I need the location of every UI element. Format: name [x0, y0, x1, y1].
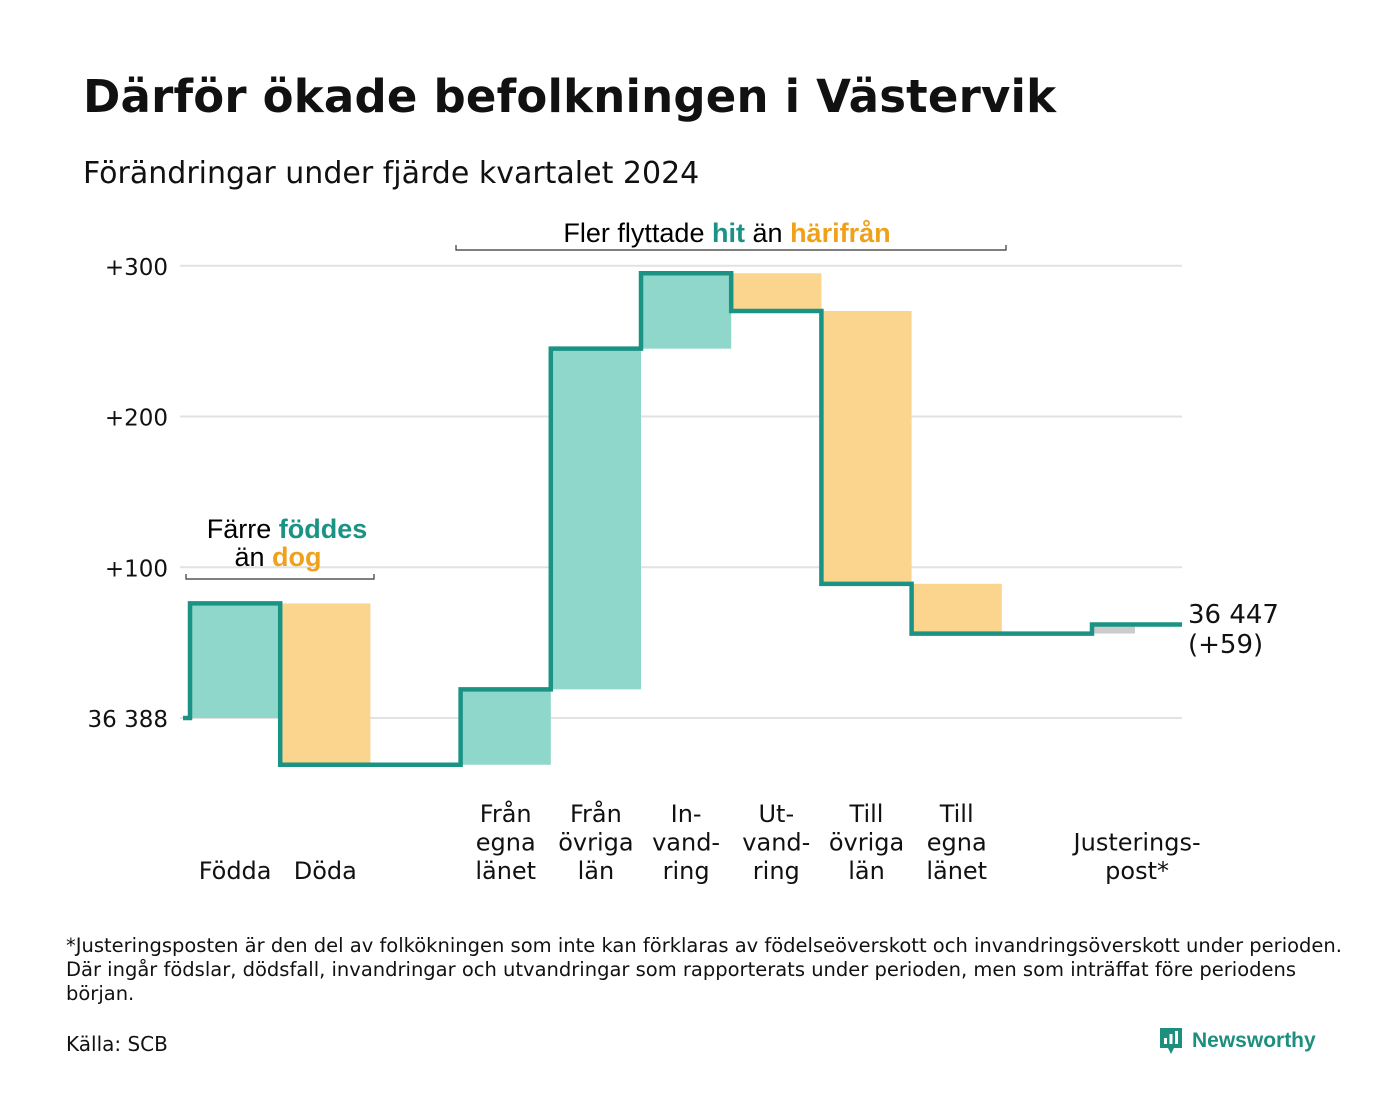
births-annotation: Färre föddes än dog: [185, 514, 375, 580]
bar-increase: [550, 348, 641, 690]
migration-annotation-text: än: [753, 218, 783, 248]
bar-increase: [641, 273, 732, 349]
y-tick-label: +300: [105, 255, 168, 281]
category-label: ring: [663, 857, 710, 885]
births-annotation-text: än: [234, 542, 264, 572]
category-label: län: [578, 857, 615, 885]
category-label: vand-: [652, 829, 720, 857]
category-label: vand-: [742, 829, 810, 857]
bars: [190, 273, 1135, 765]
newsworthy-logo-icon: [1160, 1028, 1182, 1054]
svg-text:Färre föddes: Färre föddes: [207, 514, 368, 544]
y-tick-label: +200: [105, 406, 168, 432]
migration-annotation-highlight: hit: [712, 218, 745, 248]
bar-decrease: [731, 273, 822, 311]
category-label: länet: [475, 857, 536, 885]
bar-adjustment: [1093, 624, 1135, 634]
migration-annotation: Fler flyttade hit än härifrån: [455, 218, 1007, 251]
svg-text:än dog: än dog: [234, 542, 321, 572]
category-label: egna: [476, 829, 536, 857]
migration-annotation-highlight: härifrån: [790, 218, 891, 248]
end-change-label: (+59): [1188, 630, 1263, 660]
category-label: Från: [570, 799, 622, 828]
bar-increase: [190, 603, 281, 718]
brand-name: Newsworthy: [1192, 1029, 1316, 1052]
births-annotation-bracket: [185, 574, 375, 580]
bar-decrease: [821, 310, 912, 584]
category-label: Döda: [294, 857, 357, 885]
category-label: egna: [927, 829, 987, 857]
source-note: Källa: SCB: [66, 1032, 168, 1056]
category-label: Justerings-: [1072, 829, 1201, 857]
footnote: *Justeringsposten är den del av folkökni…: [66, 934, 1342, 1005]
cumulative-step-line: [183, 271, 1182, 767]
step-line: [183, 271, 1182, 767]
category-label: län: [848, 857, 885, 885]
y-tick-label: 36 388: [88, 707, 168, 733]
chart-subtitle: Förändringar under fjärde kvartalet 2024: [83, 156, 700, 191]
bar-decrease: [280, 603, 371, 765]
births-annotation-text: Färre: [207, 514, 272, 544]
category-label: Från: [480, 799, 532, 828]
category-label: Till: [939, 800, 974, 828]
svg-text:Fler flyttade hit: Fler flyttade hit än härifrån: [563, 218, 890, 248]
category-label: ring: [753, 857, 800, 885]
bar-increase: [460, 689, 551, 765]
migration-annotation-text: Fler flyttade: [563, 218, 704, 248]
category-label: övriga: [558, 829, 633, 857]
brand-logo: Newsworthy: [1158, 1026, 1316, 1056]
births-annotation-highlight: dog: [272, 542, 321, 572]
category-label: Ut-: [758, 800, 794, 828]
category-label: övriga: [829, 829, 904, 857]
y-tick-label: +100: [105, 556, 168, 582]
end-value-label: 36 447: [1188, 600, 1279, 630]
category-label: länet: [926, 857, 987, 885]
migration-annotation-bracket: [455, 245, 1007, 251]
category-label: post*: [1105, 857, 1169, 885]
chart-title: Därför ökade befolkningen i Västervik: [83, 70, 1057, 123]
bar-decrease: [911, 583, 1002, 634]
category-label: Till: [849, 800, 884, 828]
category-label: In-: [671, 800, 702, 828]
births-annotation-highlight: föddes: [279, 514, 368, 544]
category-label: Födda: [199, 857, 272, 885]
